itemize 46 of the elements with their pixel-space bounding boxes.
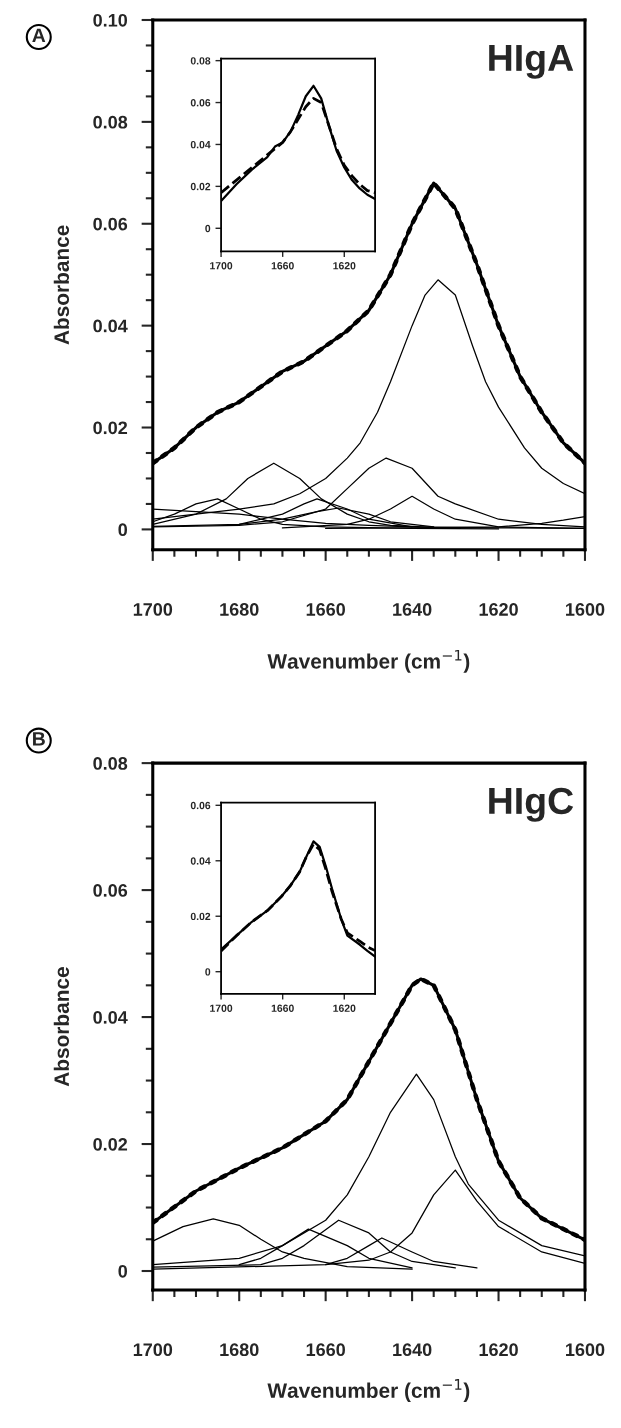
y-tick-label: 0.06 bbox=[190, 801, 211, 810]
y-tick-label: 0.04 bbox=[190, 857, 211, 865]
chart-title: A bbox=[32, 28, 46, 43]
x-tick-label: 1660 bbox=[271, 262, 294, 270]
y-tick-label: 0.02 bbox=[93, 421, 128, 435]
x-tick-label: 1680 bbox=[220, 1343, 259, 1357]
x-axis-title: Wavenumber (cm$^{−1}$) bbox=[267, 649, 470, 673]
annotation: HIgA bbox=[489, 45, 574, 79]
y-tick-label: 0 bbox=[118, 523, 128, 537]
y-tick-label: 0.04 bbox=[93, 1011, 128, 1024]
y-tick-label: 0.08 bbox=[190, 57, 211, 65]
x-tick-label: 1620 bbox=[479, 603, 518, 616]
y-tick-label: 0 bbox=[205, 224, 211, 233]
y-tick-label: 0.06 bbox=[190, 99, 211, 107]
y-tick-label: 0.04 bbox=[190, 140, 211, 149]
x-tick-label: 1660 bbox=[306, 603, 345, 616]
y-tick-label: 0.02 bbox=[190, 912, 211, 921]
y-tick-label: 0.06 bbox=[93, 217, 128, 231]
x-tick-label: 1700 bbox=[133, 603, 173, 616]
x-tick-label: 1640 bbox=[393, 603, 432, 616]
y-tick-label: 0.02 bbox=[190, 182, 211, 191]
y-tick-label: 0.08 bbox=[93, 757, 128, 770]
y-axis-title: Absorbance bbox=[53, 967, 70, 1087]
x-tick-label: 1620 bbox=[333, 262, 356, 270]
x-tick-label: 1640 bbox=[393, 1343, 432, 1357]
x-tick-label: 1660 bbox=[306, 1343, 345, 1357]
x-axis-title: Wavenumber (cm$^{−1}$) bbox=[267, 1379, 470, 1403]
x-tick-label: 1620 bbox=[333, 1004, 356, 1012]
y-tick-label: 0 bbox=[118, 1264, 128, 1278]
y-tick-label: 0 bbox=[205, 968, 211, 976]
chart-title: B bbox=[33, 732, 45, 746]
x-tick-label: 1600 bbox=[566, 1343, 605, 1357]
y-tick-label: 0.10 bbox=[93, 13, 128, 27]
x-tick-label: 1620 bbox=[479, 1343, 518, 1357]
x-tick-label: 1660 bbox=[271, 1004, 294, 1012]
x-tick-label: 1600 bbox=[566, 603, 605, 616]
y-tick-label: 0.06 bbox=[93, 884, 128, 897]
y-axis-title: Absorbance bbox=[53, 225, 70, 345]
x-tick-label: 1700 bbox=[133, 1343, 173, 1357]
y-tick-label: 0.04 bbox=[93, 319, 128, 333]
annotation: HIgC bbox=[489, 787, 574, 822]
x-tick-label: 1680 bbox=[220, 603, 259, 616]
x-tick-label: 1700 bbox=[210, 262, 233, 270]
y-tick-label: 0.08 bbox=[93, 115, 128, 129]
x-tick-label: 1700 bbox=[210, 1004, 233, 1012]
y-tick-label: 0.02 bbox=[93, 1137, 128, 1151]
